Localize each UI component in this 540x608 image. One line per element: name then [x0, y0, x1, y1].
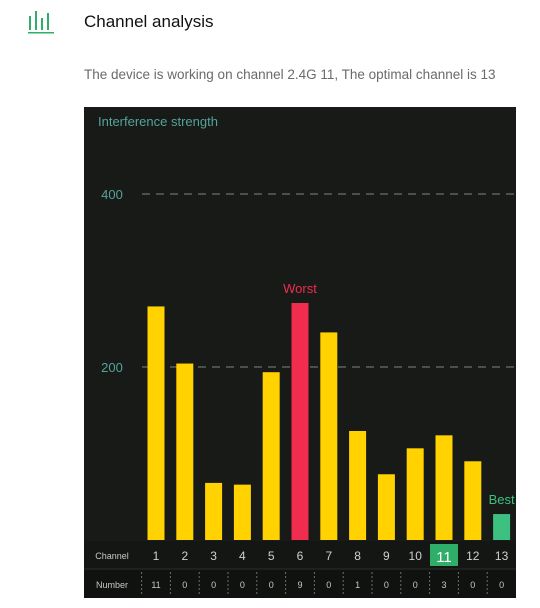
- bar-channel-2: [176, 363, 194, 540]
- number-cell-8: 1: [355, 580, 360, 590]
- interference-chart: Interference strength 200 400 Channel Numbe…: [84, 107, 516, 598]
- number-cell-3: 0: [211, 580, 216, 590]
- bar-channel-8: [349, 431, 367, 540]
- bar-channel-1: [147, 306, 165, 540]
- page-title: Channel analysis: [84, 12, 214, 31]
- bar-channel-9: [377, 474, 395, 540]
- number-cell-11: 3: [441, 580, 446, 590]
- channel-tick-2: 2: [181, 549, 188, 563]
- bar-chart-icon: [28, 11, 54, 34]
- channel-tick-8: 8: [354, 549, 361, 563]
- header: Channel analysis: [0, 0, 540, 50]
- channel-tick-10: 10: [409, 549, 423, 563]
- chart-title: Interference strength: [98, 114, 218, 129]
- bar-channel-10: [406, 448, 424, 540]
- number-row-label: Number: [96, 580, 128, 590]
- channel-tick-9: 9: [383, 549, 390, 563]
- bar-channel-3: [205, 482, 223, 540]
- bar-channel-11: [435, 435, 453, 540]
- worst-label: Worst: [283, 281, 317, 296]
- channel-tick-5: 5: [268, 549, 275, 563]
- bar-channel-4: [233, 484, 251, 540]
- best-label: Best: [489, 492, 515, 507]
- number-cell-7: 0: [326, 580, 331, 590]
- channel-tick-12: 12: [466, 549, 480, 563]
- bar-channel-12: [464, 461, 482, 540]
- number-cell-13: 0: [499, 580, 504, 590]
- bar-channel-7: [320, 332, 338, 540]
- number-cell-1: 11: [151, 580, 160, 590]
- channel-tick-4: 4: [239, 549, 246, 563]
- y-tick-label: 400: [101, 187, 123, 202]
- channel-status-text: The device is working on channel 2.4G 11…: [84, 67, 496, 82]
- channel-tick-1: 1: [153, 549, 160, 563]
- channel-tick-11: 11: [436, 549, 452, 566]
- chart-svg: 200400ChannelNumberWorstBest111203040506…: [84, 187, 516, 598]
- number-cell-2: 0: [182, 580, 187, 590]
- current-channel-highlight: [430, 544, 458, 566]
- number-cell-12: 0: [470, 580, 475, 590]
- number-cell-4: 0: [240, 580, 245, 590]
- bar-channel-13: [493, 514, 511, 540]
- number-cell-6: 9: [297, 580, 302, 590]
- channel-tick-6: 6: [297, 549, 304, 563]
- bar-channel-6: [291, 302, 309, 540]
- bar-channel-5: [262, 372, 280, 540]
- number-cell-10: 0: [413, 580, 418, 590]
- channel-row-label: Channel: [95, 551, 129, 561]
- channel-tick-7: 7: [325, 549, 332, 563]
- channel-tick-3: 3: [210, 549, 217, 563]
- number-row-bg: [84, 569, 516, 598]
- number-cell-9: 0: [384, 580, 389, 590]
- y-tick-label: 200: [101, 360, 123, 375]
- number-cell-5: 0: [269, 580, 274, 590]
- channel-tick-13: 13: [495, 549, 509, 563]
